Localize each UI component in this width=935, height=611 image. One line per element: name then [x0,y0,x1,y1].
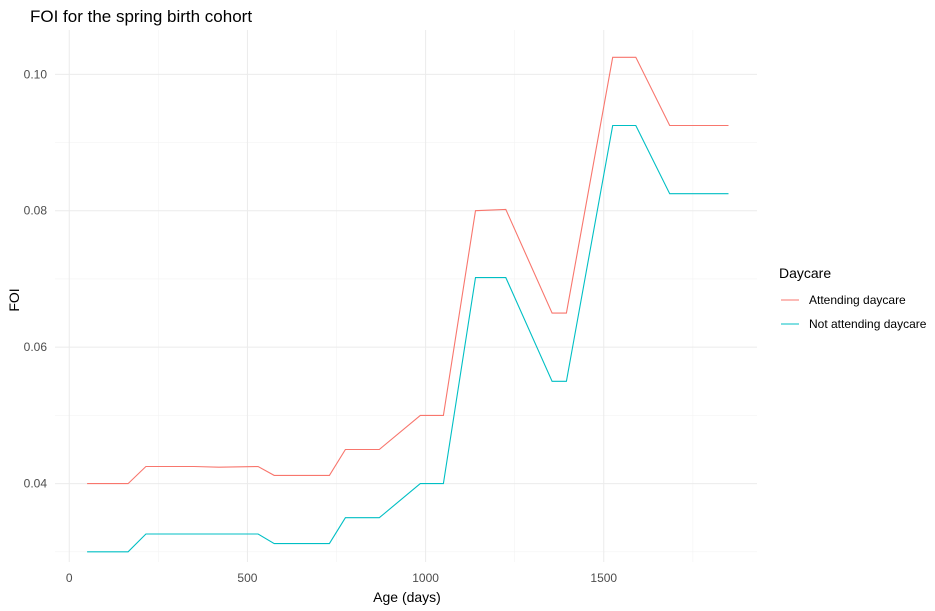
chart-title: FOI for the spring birth cohort [30,7,252,26]
x-axis-label: Age (days) [373,589,441,605]
legend-title: Daycare [779,265,831,281]
y-tick-label: 0.10 [24,67,48,81]
y-tick-label: 0.06 [24,340,48,354]
legend-label-1: Not attending daycare [809,317,927,331]
series-lines [87,56,729,553]
x-tick-label: 500 [237,571,257,585]
y-axis-label: FOI [6,288,22,311]
legend-label-0: Attending daycare [809,293,906,307]
x-tick-label: 1500 [590,571,617,585]
x-tick-label: 0 [66,571,73,585]
x-tick-label: 1000 [412,571,439,585]
y-tick-label: 0.08 [24,204,48,218]
y-tick-label: 0.04 [24,477,48,491]
axis-ticks: 0 500 1000 1500 0.04 0.06 0.08 0.10 [24,67,618,585]
series-line-1 [87,124,729,553]
grid [55,30,757,562]
series-line-0 [87,56,729,485]
legend: Daycare Attending daycare Not attending d… [779,265,927,331]
